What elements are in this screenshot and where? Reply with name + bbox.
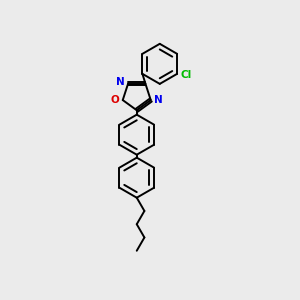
Text: N: N	[116, 77, 124, 87]
Text: Cl: Cl	[180, 70, 191, 80]
Text: O: O	[110, 95, 119, 105]
Text: N: N	[154, 95, 163, 105]
